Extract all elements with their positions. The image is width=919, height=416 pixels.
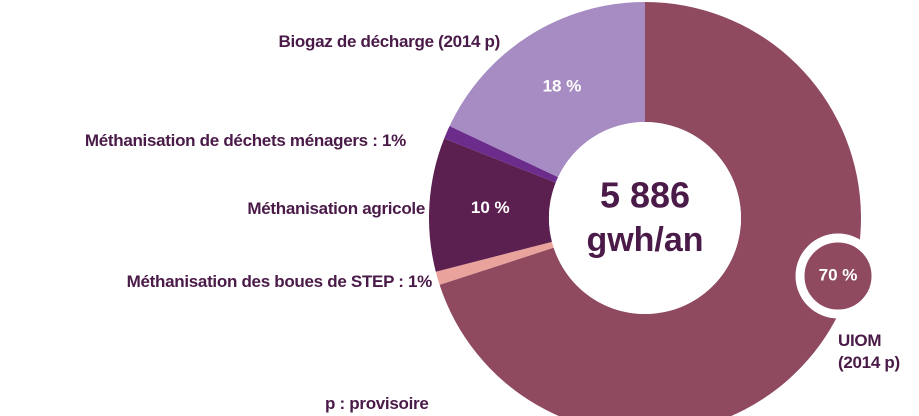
- slice: [435, 241, 554, 285]
- center-hole: [549, 122, 741, 314]
- value-badge: [795, 233, 881, 319]
- category-label: Méthanisation de déchets ménagers : 1%: [84, 131, 406, 150]
- center-value: 5 886: [600, 175, 690, 216]
- category-label: Biogaz de décharge (2014 p): [278, 32, 501, 51]
- value-label: 10 %: [471, 198, 510, 217]
- value-label: 70 %: [819, 265, 858, 284]
- category-label: UIOM (2014 p): [838, 331, 900, 372]
- slice: [449, 2, 645, 178]
- slice: [428, 138, 556, 272]
- slice: [439, 2, 861, 416]
- category-label: Méthanisation agricole: [247, 199, 425, 218]
- value-label: 18 %: [543, 77, 582, 96]
- category-label: Méthanisation des boues de STEP : 1%: [126, 272, 433, 291]
- note: p : provisoire: [325, 394, 429, 413]
- center-unit: gwh/an: [586, 221, 703, 259]
- slice: [444, 126, 559, 183]
